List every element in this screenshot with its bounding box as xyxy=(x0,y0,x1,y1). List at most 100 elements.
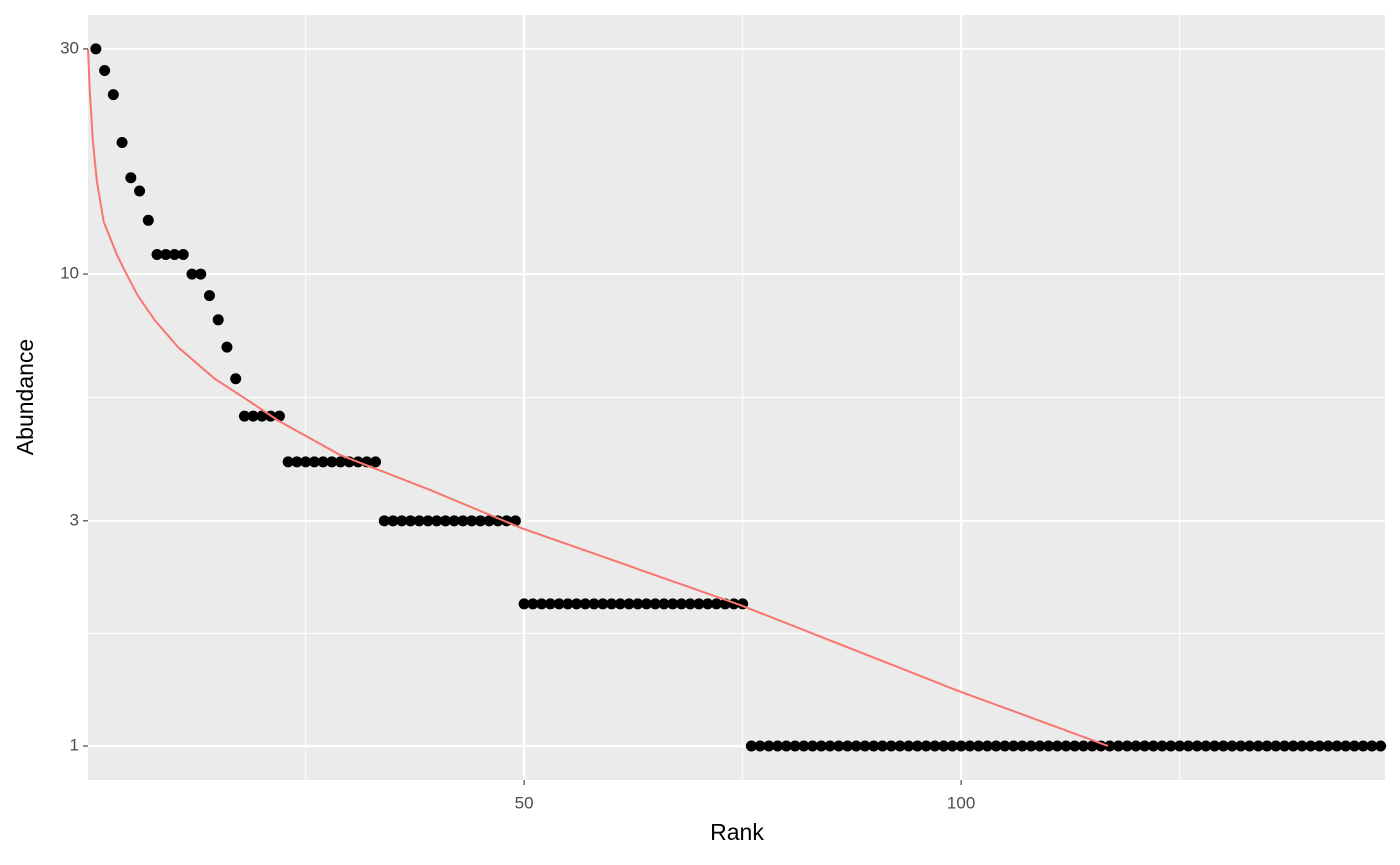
point xyxy=(1305,740,1317,752)
y-tick-label: 1 xyxy=(70,735,79,754)
point xyxy=(474,515,486,527)
point xyxy=(614,598,626,610)
point xyxy=(885,740,897,752)
point xyxy=(1331,740,1343,752)
point xyxy=(230,373,242,385)
point xyxy=(466,515,478,527)
point xyxy=(754,740,766,752)
y-tick-label: 3 xyxy=(70,510,79,529)
point xyxy=(606,598,618,610)
point xyxy=(946,740,958,752)
point xyxy=(1209,740,1221,752)
point xyxy=(1217,740,1229,752)
point xyxy=(1322,740,1334,752)
point xyxy=(457,515,469,527)
point xyxy=(553,598,565,610)
point xyxy=(134,185,146,197)
point xyxy=(815,740,827,752)
point xyxy=(833,740,845,752)
marks xyxy=(87,43,1387,752)
point xyxy=(1043,740,1055,752)
point xyxy=(238,410,250,422)
y-axis-title: Abundance xyxy=(12,339,38,455)
point xyxy=(1121,740,1133,752)
point xyxy=(1104,740,1116,752)
point xyxy=(1174,740,1186,752)
point xyxy=(684,598,696,610)
x-tick-label: 100 xyxy=(947,793,975,812)
point xyxy=(1340,740,1352,752)
point xyxy=(807,740,819,752)
point xyxy=(571,598,583,610)
point xyxy=(876,740,888,752)
point xyxy=(413,515,425,527)
point xyxy=(911,740,923,752)
point xyxy=(1357,740,1369,752)
point xyxy=(203,290,215,302)
point xyxy=(536,598,548,610)
point xyxy=(798,740,810,752)
point xyxy=(326,456,338,468)
point xyxy=(387,515,399,527)
point xyxy=(999,740,1011,752)
point xyxy=(1130,740,1142,752)
point xyxy=(1235,740,1247,752)
point xyxy=(938,740,950,752)
point xyxy=(1086,740,1098,752)
point xyxy=(544,598,556,610)
point xyxy=(151,249,163,261)
point xyxy=(483,515,495,527)
point xyxy=(378,515,390,527)
point xyxy=(1016,740,1028,752)
point xyxy=(142,214,154,226)
point xyxy=(125,172,137,184)
point xyxy=(335,456,347,468)
point xyxy=(772,740,784,752)
point xyxy=(693,598,705,610)
point xyxy=(256,410,268,422)
point xyxy=(195,268,207,280)
x-axis-title: Rank xyxy=(710,819,764,845)
point xyxy=(1147,740,1159,752)
point xyxy=(422,515,434,527)
point xyxy=(824,740,836,752)
point xyxy=(562,598,574,610)
point xyxy=(431,515,443,527)
point xyxy=(370,456,382,468)
point xyxy=(640,598,652,610)
point xyxy=(396,515,408,527)
y-tick-label: 30 xyxy=(60,38,79,57)
point xyxy=(116,137,128,149)
point xyxy=(1156,740,1168,752)
point xyxy=(780,740,792,752)
point xyxy=(317,456,329,468)
point xyxy=(981,740,993,752)
point xyxy=(177,249,189,261)
point xyxy=(789,740,801,752)
point xyxy=(579,598,591,610)
point xyxy=(894,740,906,752)
point xyxy=(300,456,312,468)
point xyxy=(169,249,181,261)
point xyxy=(518,598,530,610)
point xyxy=(929,740,941,752)
point xyxy=(1252,740,1264,752)
point xyxy=(1060,740,1072,752)
fit-line xyxy=(87,48,1109,747)
point xyxy=(597,598,609,610)
point xyxy=(291,456,303,468)
grid xyxy=(88,15,1385,780)
point xyxy=(1069,740,1081,752)
point xyxy=(675,598,687,610)
point xyxy=(850,740,862,752)
point xyxy=(1278,740,1290,752)
point xyxy=(964,740,976,752)
point xyxy=(1008,740,1020,752)
point xyxy=(990,740,1002,752)
point xyxy=(160,249,172,261)
point xyxy=(1112,740,1124,752)
point xyxy=(623,598,635,610)
point xyxy=(859,740,871,752)
point xyxy=(955,740,967,752)
